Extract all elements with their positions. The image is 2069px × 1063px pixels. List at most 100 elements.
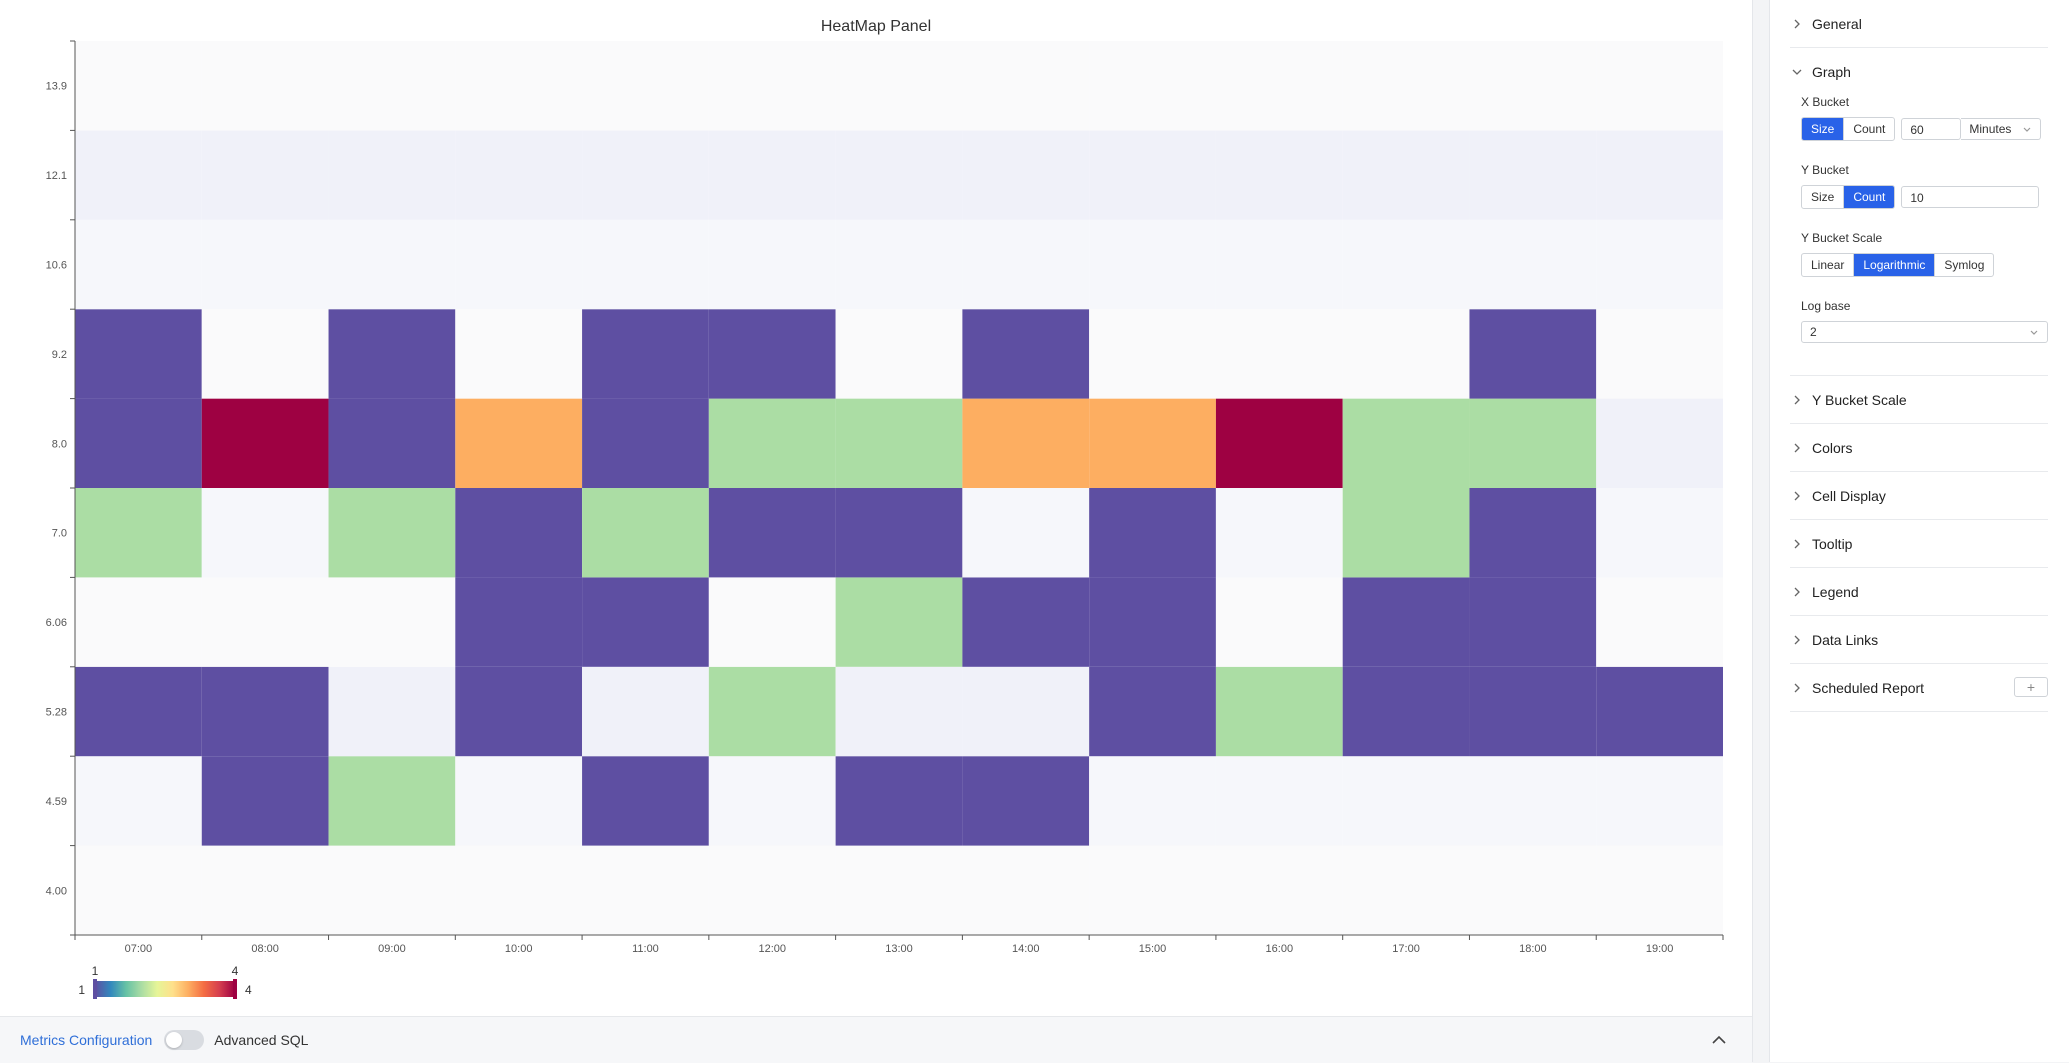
scale-symlog-option[interactable]: Symlog <box>1944 258 1985 272</box>
y-bucket-scale-row: Linear Logarithmic Symlog <box>1801 253 2048 277</box>
section-header[interactable]: Colors <box>1790 424 2048 471</box>
heatmap-cell <box>455 488 583 578</box>
x-tick-label: 08:00 <box>251 943 279 955</box>
x-tick-label: 17:00 <box>1392 943 1420 955</box>
chevron-right-icon <box>1794 683 1800 692</box>
section-header[interactable]: Cell Display <box>1790 472 2048 519</box>
heatmap-cell <box>1596 666 1723 757</box>
metrics-configuration-link[interactable]: Metrics Configuration <box>20 1032 153 1048</box>
y-bucket-mode: Size Count <box>1801 185 1896 209</box>
y-bucket-value-input[interactable]: 10 <box>1901 186 2040 208</box>
heatmap-cell <box>962 309 1090 399</box>
x-tick-label: 13:00 <box>885 943 913 955</box>
y-tick-label: 7.0 <box>52 528 67 540</box>
heatmap-cell <box>1596 488 1723 578</box>
chevron-right-icon <box>1794 539 1800 548</box>
heatmap-cell <box>962 756 1090 846</box>
chart-title: HeatMap Panel <box>820 18 932 35</box>
log-base-value: 2 <box>1810 325 1817 339</box>
section-header[interactable]: Scheduled Report <box>1790 664 2048 711</box>
y-bucket-row: Size Count 10 <box>1801 185 2048 209</box>
log-base-select[interactable]: 2 <box>1801 321 2048 343</box>
heatmap-cell <box>75 666 202 757</box>
heatmap-cell <box>455 219 583 310</box>
chevron-right-icon <box>1794 491 1800 500</box>
x-tick-label: 07:00 <box>125 943 153 955</box>
y-tick-label: 9.2 <box>52 349 67 361</box>
log-base-label: Log base <box>1801 299 1851 313</box>
section-graph-header[interactable]: Graph <box>1790 48 2048 95</box>
legend-max-label: 4 <box>245 983 252 997</box>
add-report-button[interactable]: + <box>2014 677 2048 697</box>
heatmap-cell <box>582 130 709 220</box>
heatmap-cell <box>1089 398 1216 488</box>
heatmap-cell <box>201 577 329 667</box>
heatmap-cell <box>1469 756 1597 846</box>
heatmap-cell <box>1215 130 1343 220</box>
heatmap-cell <box>201 219 329 310</box>
heatmap-cell <box>1469 309 1597 399</box>
y-bucket-count-option[interactable]: Count <box>1844 186 1895 208</box>
heatmap-cell <box>1089 488 1216 578</box>
heatmap-cell <box>455 577 583 667</box>
heatmap-cell <box>1215 577 1343 667</box>
section-header[interactable]: Tooltip <box>1790 520 2048 567</box>
heatmap-cell <box>201 309 329 399</box>
section-general-header[interactable]: General <box>1790 0 2048 47</box>
heatmap-cell <box>962 219 1090 310</box>
section-tooltip: Tooltip <box>1790 520 2048 568</box>
x-bucket-value-input[interactable]: 60 <box>1901 118 1962 140</box>
heatmap-cell <box>75 845 202 935</box>
section-title: General <box>1812 15 1862 32</box>
heatmap-cell <box>328 130 456 220</box>
heatmap-cell <box>582 577 709 667</box>
heatmap-cell <box>835 577 963 667</box>
y-bucket-size-option[interactable]: Size <box>1802 186 1845 208</box>
heatmap-cell <box>1596 219 1723 310</box>
heatmap-cell <box>835 219 963 310</box>
color-legend-bar <box>95 981 235 997</box>
section-title: Y Bucket Scale <box>1812 391 1907 408</box>
heatmap-cell <box>328 577 456 667</box>
heatmap-cell <box>1089 666 1216 757</box>
chevron-right-icon <box>1794 443 1800 452</box>
heatmap-cell <box>962 488 1090 578</box>
heatmap-cell <box>1342 41 1470 131</box>
heatmap-cell <box>1596 309 1723 399</box>
y-tick-label: 12.1 <box>46 170 67 182</box>
section-title: Tooltip <box>1812 535 1853 552</box>
section-header[interactable]: Legend <box>1790 568 2048 615</box>
heatmap-cell <box>708 398 836 488</box>
scale-logarithmic-option[interactable]: Logarithmic <box>1854 254 1936 276</box>
toggle-knob <box>166 1032 183 1048</box>
heatmap-cell <box>75 309 202 399</box>
heatmap-cell <box>1215 309 1343 399</box>
heatmap-cell <box>1469 398 1597 488</box>
heatmap-cell <box>835 309 963 399</box>
heatmap-cell <box>1089 756 1216 846</box>
heatmap-cell <box>75 488 202 578</box>
scale-linear-option[interactable]: Linear <box>1802 254 1855 276</box>
legend-min-handle <box>93 979 97 999</box>
heatmap-cell <box>1596 398 1723 488</box>
heatmap-cell <box>1215 398 1343 488</box>
section-scheduled-report: Scheduled Report + <box>1790 664 2048 712</box>
section-header[interactable]: Data Links <box>1790 616 2048 663</box>
advanced-sql-toggle[interactable] <box>164 1030 205 1050</box>
heatmap-cell <box>1089 219 1216 310</box>
section-header[interactable]: Y Bucket Scale <box>1790 376 2048 423</box>
chevron-up-icon[interactable] <box>1710 1031 1728 1049</box>
x-tick-label: 16:00 <box>1266 943 1294 955</box>
heatmap-cell <box>962 845 1090 935</box>
heatmap-cell <box>582 219 709 310</box>
y-tick-label: 4.59 <box>46 796 67 808</box>
heatmap-cell <box>1342 398 1470 488</box>
section-y-bucket-scale: Y Bucket Scale <box>1790 376 2048 424</box>
heatmap-cell <box>1342 488 1470 578</box>
x-bucket-count-option[interactable]: Count <box>1853 122 1886 136</box>
x-bucket-size-option[interactable]: Size <box>1802 118 1845 140</box>
heatmap-cell <box>582 398 709 488</box>
section-graph: Graph X Bucket Size Count 60 Minutes Y B… <box>1790 48 2048 376</box>
x-bucket-unit-select[interactable]: Minutes <box>1961 118 2042 140</box>
heatmap-cell <box>75 577 202 667</box>
